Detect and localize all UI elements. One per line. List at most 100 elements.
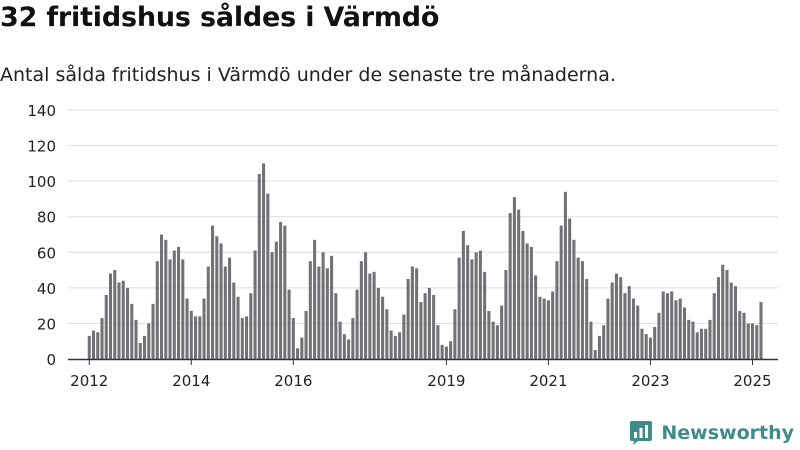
bar — [449, 341, 453, 359]
bar — [317, 266, 321, 359]
bar — [708, 319, 712, 359]
bar — [351, 318, 355, 359]
bar — [661, 291, 665, 359]
bar — [640, 328, 644, 359]
bar — [648, 337, 652, 359]
bar — [274, 241, 278, 359]
bar — [653, 326, 657, 359]
x-tick-label: 2025 — [733, 372, 771, 390]
bar — [665, 293, 669, 359]
bar — [695, 332, 699, 359]
bar — [597, 335, 601, 359]
bar — [249, 293, 253, 359]
bar — [725, 270, 729, 359]
bar — [440, 344, 444, 359]
bar — [168, 259, 172, 359]
bar — [325, 268, 329, 359]
bar — [364, 252, 368, 359]
bar — [750, 323, 755, 359]
bar — [602, 325, 606, 359]
bar — [194, 316, 198, 359]
bar — [733, 286, 738, 359]
bar — [521, 230, 525, 359]
bar — [470, 259, 474, 359]
bar — [372, 271, 376, 359]
bar — [512, 197, 516, 359]
bar — [461, 230, 465, 359]
bar — [270, 252, 274, 359]
bar — [491, 321, 495, 359]
bar — [130, 303, 134, 359]
bar — [406, 278, 410, 359]
bar — [198, 316, 202, 359]
bar — [415, 268, 419, 359]
bar — [474, 252, 478, 359]
x-tick-label: 2019 — [427, 372, 465, 390]
bar — [572, 239, 576, 359]
bar — [215, 236, 219, 359]
bar — [759, 302, 763, 359]
bar — [96, 332, 100, 359]
bar — [389, 330, 393, 359]
bar — [223, 266, 227, 359]
bar — [219, 243, 223, 359]
brand-name: Newsworthy — [661, 422, 794, 444]
data-label: 32 — [754, 0, 776, 5]
bar — [699, 328, 703, 359]
bar — [240, 318, 244, 359]
bar — [398, 332, 402, 359]
bar — [355, 289, 359, 359]
bar — [283, 225, 287, 359]
x-tick-label: 2012 — [70, 372, 108, 390]
x-tick-label: 2023 — [631, 372, 669, 390]
bar — [568, 218, 572, 359]
x-tick-label: 2016 — [274, 372, 312, 390]
bar — [500, 305, 504, 359]
bar — [262, 163, 266, 359]
chart-subtitle: Antal sålda fritidshus i Värmdö under de… — [0, 64, 616, 86]
bar — [91, 330, 96, 359]
bar — [181, 259, 185, 359]
bar — [555, 261, 559, 359]
bar — [444, 346, 448, 359]
bar — [266, 193, 270, 359]
bar — [189, 310, 193, 359]
bar — [589, 321, 593, 359]
bar — [177, 246, 181, 359]
bar — [453, 309, 457, 359]
bar — [185, 298, 189, 359]
bar — [682, 307, 686, 359]
bar — [147, 323, 151, 359]
bar — [291, 318, 295, 359]
brand: Newsworthy — [629, 420, 794, 446]
bar — [487, 310, 491, 359]
bar — [627, 286, 631, 359]
bar — [368, 273, 372, 359]
bar — [134, 319, 138, 359]
bar — [746, 323, 750, 359]
bar — [347, 339, 351, 359]
bar — [687, 319, 691, 359]
bar — [542, 298, 546, 359]
bar — [232, 282, 236, 359]
bar — [108, 273, 113, 359]
bar — [670, 291, 674, 359]
bar — [211, 225, 215, 359]
bar — [321, 252, 325, 359]
bar — [143, 335, 147, 359]
bar — [436, 325, 440, 359]
bar — [172, 250, 176, 359]
bar — [279, 222, 283, 359]
bar — [410, 266, 414, 359]
bar — [534, 275, 538, 359]
bar — [606, 298, 610, 359]
bar — [721, 264, 725, 359]
bar — [359, 261, 363, 359]
bar — [551, 291, 555, 359]
bar — [300, 337, 304, 359]
bar — [138, 342, 142, 359]
bar — [508, 213, 512, 359]
bar — [164, 239, 168, 359]
bar — [657, 312, 661, 359]
bar — [704, 328, 708, 359]
